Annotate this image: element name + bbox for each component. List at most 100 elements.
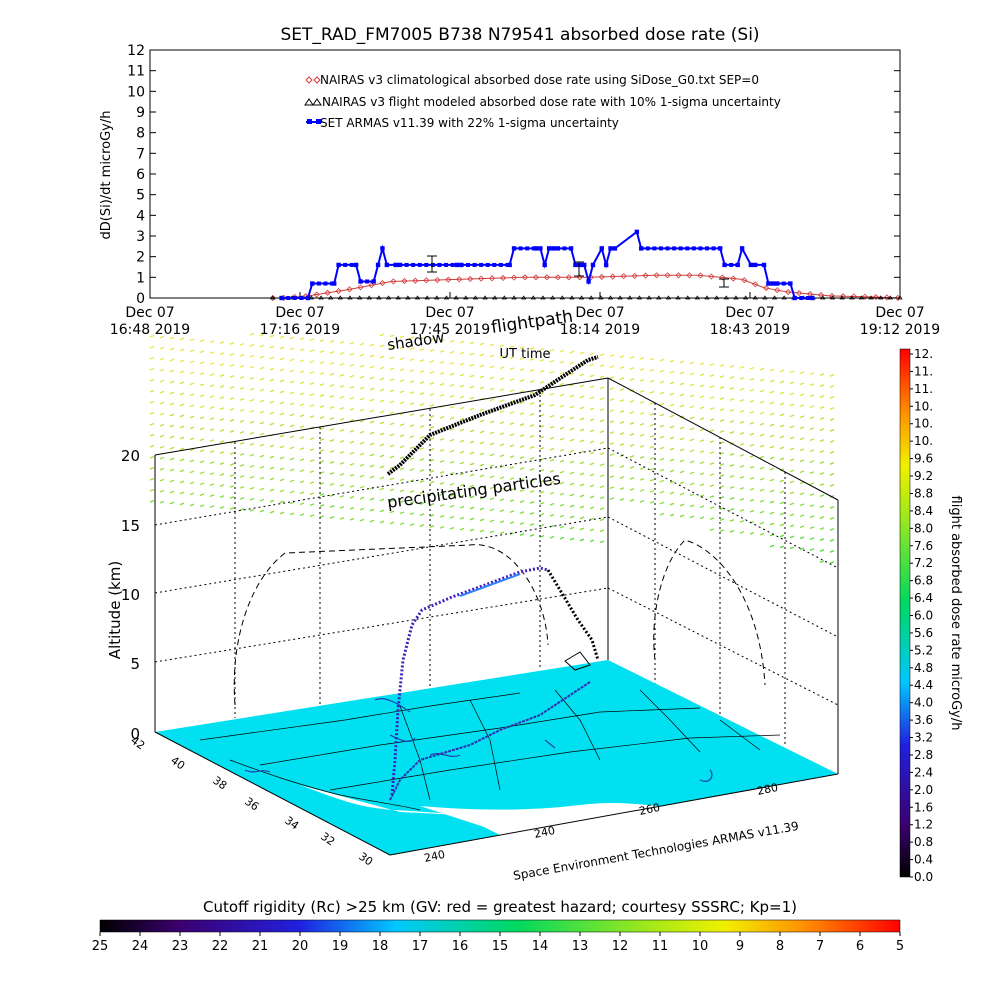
particle-mark [349, 341, 355, 345]
box-frame [154, 377, 839, 774]
particle-mark [249, 387, 255, 391]
particle-mark [249, 464, 255, 468]
particle-mark [729, 398, 735, 401]
particle-mark [319, 383, 325, 386]
particle-mark [819, 406, 825, 409]
particle-mark [689, 361, 695, 365]
particle-mark [679, 503, 685, 507]
particle-mark [149, 488, 155, 492]
particle-mark [589, 429, 595, 433]
particle-mark [529, 391, 535, 394]
data-point-marker [450, 262, 455, 267]
particle-mark [769, 423, 775, 427]
particle-mark [529, 380, 535, 383]
x-tick-label: 18:43 2019 [710, 322, 790, 338]
particle-mark [529, 369, 535, 372]
particle-mark [459, 516, 465, 520]
particle-mark [569, 449, 575, 453]
particle-mark [679, 448, 685, 452]
data-point-marker [479, 262, 484, 267]
data-point-marker [318, 295, 324, 300]
particle-mark [759, 422, 765, 426]
colorbar-tick-label: 8.0 [914, 521, 933, 535]
particle-mark [719, 496, 725, 499]
particle-mark [569, 493, 575, 497]
particle-mark [249, 508, 255, 512]
particle-mark [669, 502, 675, 506]
particle-mark [299, 403, 305, 407]
particle-mark [819, 538, 825, 541]
particle-mark [499, 344, 505, 348]
particle-mark [499, 432, 505, 436]
particle-mark [489, 464, 495, 468]
particle-mark [569, 416, 575, 420]
particle-mark [739, 420, 745, 424]
data-point-marker [417, 262, 422, 267]
particle-mark [309, 481, 315, 485]
particle-mark [479, 419, 485, 423]
particle-mark [479, 463, 485, 467]
particle-mark [219, 374, 225, 377]
particle-mark [459, 439, 465, 443]
particle-mark [449, 361, 455, 365]
data-point-marker [286, 296, 291, 300]
particle-mark [549, 469, 555, 473]
particle-mark [539, 380, 545, 384]
particle-mark [449, 504, 455, 508]
particle-mark [829, 484, 835, 487]
particle-mark [629, 433, 635, 436]
particle-mark [559, 349, 565, 353]
particle-mark [789, 491, 795, 495]
particle-mark [549, 491, 555, 495]
legend-label: NAIRAS v3 climatological absorbed dose r… [320, 73, 759, 87]
particle-mark [829, 429, 835, 432]
particle-mark [309, 382, 315, 386]
particle-mark [809, 493, 815, 497]
particle-mark [209, 340, 215, 344]
particle-mark [539, 512, 545, 516]
particle-mark [809, 416, 815, 420]
particle-mark [209, 373, 215, 377]
particle-mark [159, 478, 165, 482]
particle-mark [199, 449, 205, 453]
particle-mark [359, 496, 365, 500]
particle-mark [489, 365, 495, 369]
data-point-marker [781, 295, 787, 300]
particle-mark [769, 489, 775, 493]
particle-mark [359, 507, 365, 511]
legend-triangle-marker [304, 98, 322, 106]
data-point-marker [652, 246, 657, 251]
particle-mark [369, 398, 375, 402]
particle-mark [299, 425, 305, 429]
particle-mark [409, 424, 415, 428]
particle-mark [209, 494, 215, 498]
particle-mark [439, 503, 445, 507]
particle-mark [239, 342, 245, 346]
particle-mark [389, 422, 395, 426]
particle-mark [679, 404, 685, 408]
y-tick-label: 2 [136, 250, 145, 266]
particle-mark [199, 504, 205, 508]
particle-mark [359, 430, 365, 434]
particle-mark [589, 495, 595, 499]
data-point-marker [472, 295, 479, 300]
particle-mark [419, 447, 425, 450]
particle-mark [629, 488, 635, 491]
particle-mark [349, 429, 355, 433]
particle-mark [759, 477, 765, 481]
particle-mark [709, 385, 715, 389]
particle-mark [649, 357, 655, 361]
particle-mark [149, 367, 155, 371]
data-point-marker [379, 280, 386, 287]
particle-mark [699, 461, 705, 465]
lat-tick: 30 [356, 850, 375, 869]
altitude-tick: 20 [121, 447, 140, 465]
particle-mark [339, 505, 345, 509]
particle-mark [559, 404, 565, 408]
particle-mark [749, 487, 755, 491]
particle-mark [779, 545, 785, 549]
y-tick-label: 4 [136, 208, 145, 224]
x-tick-label: Dec 07 [125, 305, 174, 321]
particle-mark [829, 561, 835, 564]
particle-mark [309, 349, 315, 353]
